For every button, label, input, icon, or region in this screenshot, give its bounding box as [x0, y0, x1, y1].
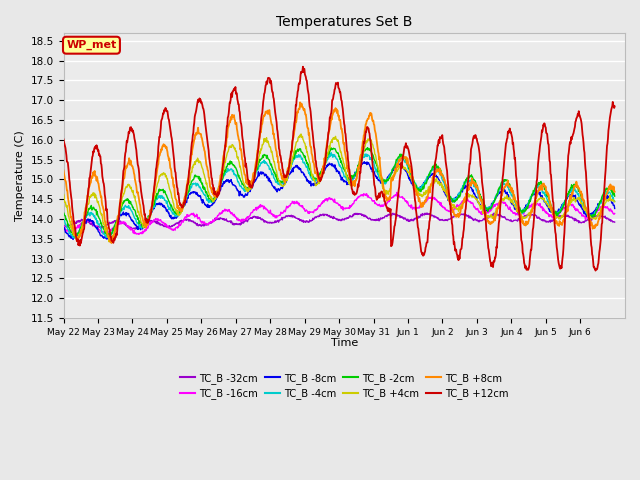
Y-axis label: Temperature (C): Temperature (C) — [15, 130, 25, 221]
Title: Temperatures Set B: Temperatures Set B — [276, 15, 412, 29]
X-axis label: Time: Time — [331, 338, 358, 348]
Text: WP_met: WP_met — [67, 40, 116, 50]
Legend: TC_B -32cm, TC_B -16cm, TC_B -8cm, TC_B -4cm, TC_B -2cm, TC_B +4cm, TC_B +8cm, T: TC_B -32cm, TC_B -16cm, TC_B -8cm, TC_B … — [176, 369, 513, 404]
